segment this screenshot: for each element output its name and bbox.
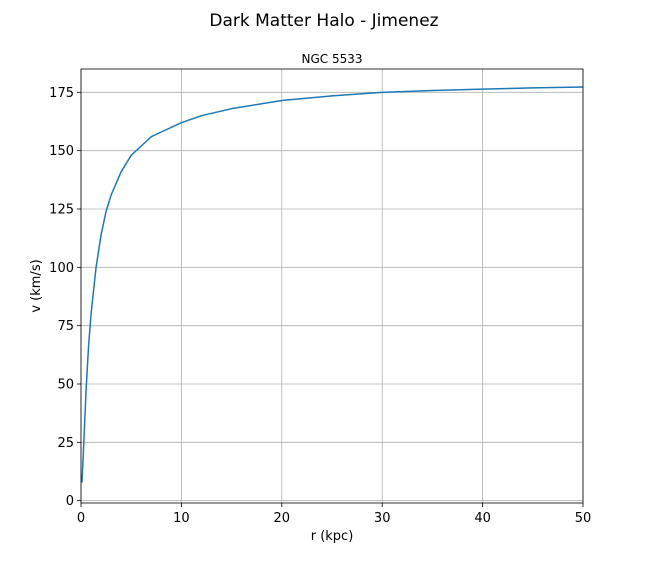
y-tick-label: 50 bbox=[57, 378, 74, 393]
y-tick-label: 150 bbox=[49, 144, 74, 159]
y-tick-label: 75 bbox=[57, 319, 74, 334]
y-tick-label: 175 bbox=[49, 86, 74, 101]
x-tick-label: 20 bbox=[274, 511, 291, 526]
x-axis-label: r (kpc) bbox=[311, 529, 354, 544]
x-tick-label: 30 bbox=[374, 511, 391, 526]
x-axis-ticks: 0 10 20 30 40 50 bbox=[77, 503, 591, 526]
x-tick-label: 0 bbox=[77, 511, 85, 526]
chart-title: NGC 5533 bbox=[301, 52, 362, 66]
plot-frame bbox=[80, 68, 584, 504]
y-axis-ticks: 0 25 50 75 100 125 150 175 bbox=[49, 86, 81, 509]
figure-suptitle: Dark Matter Halo - Jimenez bbox=[209, 11, 438, 31]
series-line-0 bbox=[81, 86, 583, 483]
y-tick-label: 25 bbox=[57, 436, 74, 451]
x-tick-label: 40 bbox=[474, 511, 491, 526]
x-tick-label: 10 bbox=[173, 511, 190, 526]
y-tick-label: 0 bbox=[66, 494, 74, 509]
y-tick-label: 100 bbox=[49, 261, 74, 276]
y-tick-label: 125 bbox=[49, 203, 74, 218]
y-axis-label: v (km/s) bbox=[29, 259, 44, 312]
x-tick-label: 50 bbox=[575, 511, 592, 526]
series-layer bbox=[81, 86, 583, 483]
